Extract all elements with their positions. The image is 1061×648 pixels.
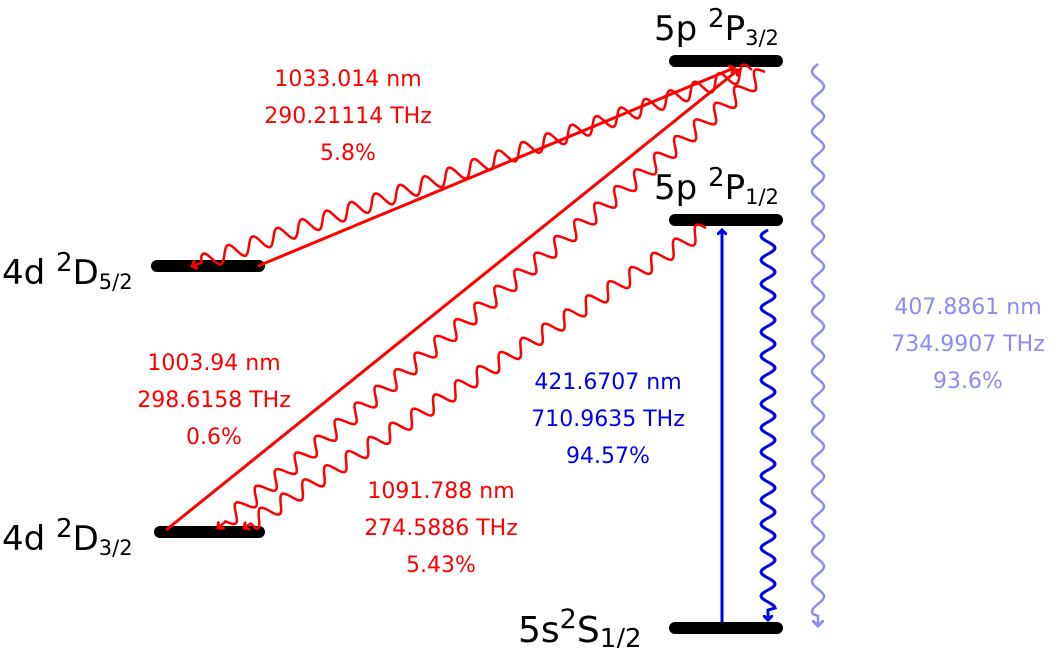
svg-text:0.6%: 0.6% [186, 425, 242, 450]
level-label-5p-2p3-2: 5p 2P3/2 [654, 4, 779, 50]
transition-label-p32-d52: 1033.014 nm 290.21114 THz 5.8% [264, 67, 432, 166]
level-label-5s-2s1-2: 5s2S1/2 [518, 604, 642, 648]
wavy-arrow-p12-to-d32 [244, 223, 707, 529]
svg-text:710.9635 THz: 710.9635 THz [531, 407, 685, 432]
svg-text:5.8%: 5.8% [320, 141, 376, 166]
svg-text:734.9907 THz: 734.9907 THz [891, 332, 1045, 357]
svg-text:421.6707 nm: 421.6707 nm [534, 370, 681, 395]
level-label-4d-2d3-2: 4d 2D3/2 [2, 514, 133, 560]
wavy-arrow-p32-to-d52 [192, 63, 753, 267]
transition-label-p32-s12: 407.8861 nm 734.9907 THz 93.6% [891, 295, 1045, 394]
svg-text:1003.94 nm: 1003.94 nm [147, 351, 280, 376]
svg-text:5.43%: 5.43% [406, 553, 476, 578]
arrow-d32-to-p32 [165, 70, 738, 532]
svg-text:298.6158 THz: 298.6158 THz [137, 388, 291, 413]
transition-label-p32-d32: 1003.94 nm 298.6158 THz 0.6% [137, 351, 291, 450]
svg-text:93.6%: 93.6% [933, 369, 1003, 394]
wavy-arrow-p12-to-s12 [759, 228, 778, 620]
svg-text:94.57%: 94.57% [566, 444, 650, 469]
level-label-5p-2p1-2: 5p 2P1/2 [654, 163, 779, 209]
level-label-4d-2d5-2: 4d 2D5/2 [2, 248, 133, 294]
svg-text:274.5886 THz: 274.5886 THz [364, 516, 518, 541]
arrow-d52-to-p32 [257, 68, 734, 268]
wavy-arrow-p32-to-d32 [218, 68, 766, 529]
svg-text:1091.788 nm: 1091.788 nm [367, 479, 514, 504]
transition-label-p12-d32: 1091.788 nm 274.5886 THz 5.43% [364, 479, 518, 578]
wavy-arrow-p32-to-s12 [810, 63, 826, 626]
svg-text:290.21114 THz: 290.21114 THz [264, 104, 432, 129]
svg-text:407.8861 nm: 407.8861 nm [894, 295, 1041, 320]
transition-label-p12-s12: 421.6707 nm 710.9635 THz 94.57% [531, 370, 685, 469]
svg-text:1033.014 nm: 1033.014 nm [274, 67, 421, 92]
